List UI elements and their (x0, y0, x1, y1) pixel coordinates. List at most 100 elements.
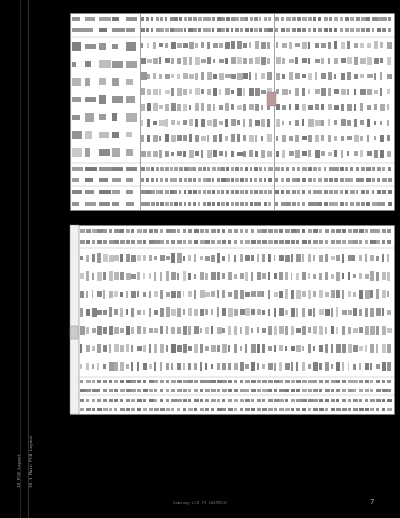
Bar (160, 363, 162, 370)
Bar (264, 17, 267, 21)
Bar (207, 73, 212, 80)
Bar (308, 190, 311, 194)
Bar (262, 364, 265, 369)
Bar (376, 290, 379, 299)
Bar (256, 363, 259, 370)
Bar (212, 178, 214, 182)
Bar (207, 41, 210, 49)
Bar (143, 255, 146, 261)
Bar (251, 343, 256, 353)
Bar (170, 17, 174, 21)
Bar (237, 135, 240, 142)
Bar (85, 97, 96, 102)
Bar (274, 399, 279, 402)
Bar (245, 178, 248, 182)
Bar (353, 399, 358, 402)
Bar (388, 167, 390, 171)
Bar (324, 17, 328, 21)
Bar (177, 42, 182, 48)
Bar (97, 310, 102, 315)
Bar (234, 229, 238, 233)
Bar (236, 190, 239, 194)
Bar (285, 326, 288, 335)
Bar (142, 190, 146, 194)
Bar (137, 292, 139, 297)
Bar (132, 362, 133, 371)
Bar (211, 389, 216, 392)
Bar (255, 151, 258, 156)
Bar (295, 104, 299, 110)
Bar (313, 190, 318, 194)
Bar (314, 274, 316, 279)
Bar (321, 57, 324, 64)
Bar (267, 151, 272, 157)
Bar (382, 272, 386, 280)
Bar (376, 380, 380, 383)
Bar (109, 344, 110, 353)
Bar (340, 202, 344, 206)
Bar (262, 254, 265, 262)
Bar (103, 399, 107, 402)
Bar (170, 178, 174, 182)
Bar (217, 229, 220, 233)
Bar (177, 240, 182, 244)
Bar (112, 167, 123, 171)
Bar (274, 229, 278, 233)
Bar (302, 389, 307, 392)
Bar (308, 202, 312, 206)
Bar (85, 167, 97, 171)
Bar (296, 272, 299, 280)
Bar (285, 229, 290, 233)
Bar (148, 255, 152, 261)
Bar (268, 17, 271, 21)
Bar (240, 28, 244, 33)
Bar (251, 380, 256, 383)
Bar (211, 345, 216, 352)
Bar (222, 240, 226, 244)
Bar (245, 202, 248, 206)
Bar (348, 291, 351, 297)
Bar (328, 135, 331, 141)
Bar (254, 178, 257, 182)
Bar (387, 328, 392, 333)
Bar (166, 256, 170, 261)
Bar (217, 380, 222, 383)
Bar (276, 167, 280, 171)
Bar (350, 28, 354, 33)
Bar (206, 380, 210, 383)
Bar (359, 399, 362, 402)
Bar (92, 364, 94, 369)
Bar (240, 229, 243, 233)
Bar (231, 90, 234, 94)
Bar (92, 229, 97, 233)
Bar (313, 178, 316, 182)
Bar (126, 399, 130, 402)
Bar (126, 408, 130, 411)
Bar (154, 121, 157, 125)
Bar (367, 74, 372, 78)
Bar (201, 59, 206, 63)
Bar (370, 389, 373, 392)
Bar (288, 90, 291, 94)
Bar (142, 28, 145, 33)
Bar (361, 28, 365, 33)
Bar (302, 28, 306, 33)
Bar (72, 148, 82, 157)
Bar (166, 240, 169, 244)
Bar (354, 89, 356, 95)
Bar (386, 120, 390, 125)
Bar (160, 17, 163, 21)
Bar (228, 399, 232, 402)
Bar (279, 380, 283, 383)
Bar (188, 190, 192, 194)
Bar (250, 178, 252, 182)
Bar (72, 28, 84, 33)
Bar (179, 17, 182, 21)
Bar (86, 345, 90, 352)
Bar (142, 43, 144, 48)
Bar (171, 344, 176, 353)
Bar (374, 104, 377, 110)
Bar (291, 408, 294, 411)
Bar (387, 292, 389, 297)
Bar (370, 380, 373, 383)
